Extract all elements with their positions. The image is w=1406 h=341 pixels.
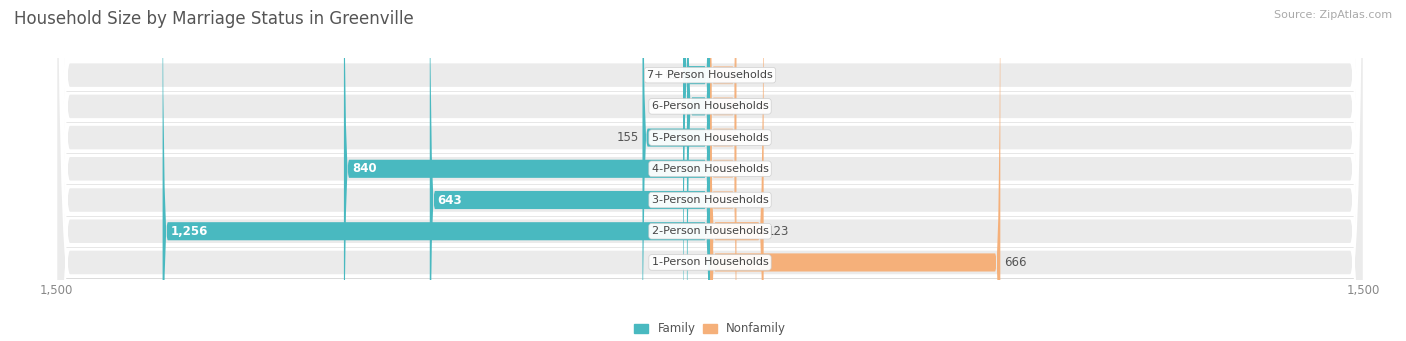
- FancyBboxPatch shape: [344, 0, 710, 341]
- Text: 6-Person Households: 6-Person Households: [651, 101, 769, 112]
- FancyBboxPatch shape: [430, 0, 710, 341]
- FancyBboxPatch shape: [56, 0, 1364, 341]
- Text: 4-Person Households: 4-Person Households: [651, 164, 769, 174]
- Text: Source: ZipAtlas.com: Source: ZipAtlas.com: [1274, 10, 1392, 20]
- FancyBboxPatch shape: [56, 0, 1364, 341]
- FancyBboxPatch shape: [710, 0, 737, 341]
- Text: 123: 123: [768, 225, 790, 238]
- Text: 2-Person Households: 2-Person Households: [651, 226, 769, 236]
- Legend: Family, Nonfamily: Family, Nonfamily: [628, 318, 792, 340]
- Text: 840: 840: [352, 162, 377, 175]
- Text: 0: 0: [741, 131, 748, 144]
- Text: 666: 666: [1004, 256, 1026, 269]
- Text: 62: 62: [665, 69, 679, 81]
- Text: 0: 0: [741, 69, 748, 81]
- Text: 0: 0: [741, 193, 748, 207]
- Text: 1-Person Households: 1-Person Households: [651, 257, 769, 267]
- Text: 0: 0: [741, 162, 748, 175]
- Text: Household Size by Marriage Status in Greenville: Household Size by Marriage Status in Gre…: [14, 10, 413, 28]
- FancyBboxPatch shape: [643, 0, 710, 341]
- FancyBboxPatch shape: [710, 0, 737, 341]
- FancyBboxPatch shape: [56, 0, 1364, 341]
- Text: 155: 155: [617, 131, 638, 144]
- Text: 3-Person Households: 3-Person Households: [651, 195, 769, 205]
- FancyBboxPatch shape: [710, 0, 737, 316]
- Text: 0: 0: [741, 100, 748, 113]
- FancyBboxPatch shape: [163, 0, 710, 341]
- FancyBboxPatch shape: [710, 0, 1000, 341]
- FancyBboxPatch shape: [56, 0, 1364, 341]
- FancyBboxPatch shape: [56, 0, 1364, 341]
- Text: 7+ Person Households: 7+ Person Households: [647, 70, 773, 80]
- FancyBboxPatch shape: [710, 0, 763, 341]
- FancyBboxPatch shape: [688, 0, 710, 341]
- FancyBboxPatch shape: [683, 0, 710, 341]
- FancyBboxPatch shape: [710, 0, 737, 341]
- FancyBboxPatch shape: [710, 0, 737, 341]
- FancyBboxPatch shape: [56, 0, 1364, 341]
- Text: 643: 643: [437, 193, 463, 207]
- Text: 53: 53: [669, 100, 683, 113]
- Text: 1,256: 1,256: [170, 225, 208, 238]
- Text: 5-Person Households: 5-Person Households: [651, 133, 769, 143]
- FancyBboxPatch shape: [56, 0, 1364, 341]
